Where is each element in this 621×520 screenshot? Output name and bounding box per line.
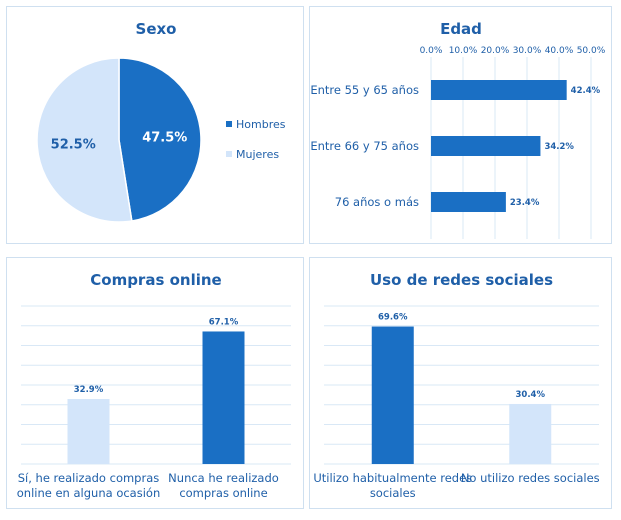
bar xyxy=(67,399,110,464)
bar-value-label: 67.1% xyxy=(209,317,239,327)
x-tick-label: 20.0% xyxy=(481,46,510,56)
x-tick-label: 0.0% xyxy=(420,46,443,56)
chart-title: Edad xyxy=(440,20,482,38)
redes-bar-chart: Uso de redes sociales 69.6% Utilizo habitu… xyxy=(313,271,600,500)
compras-bar-chart: Compras online 32.9% Sí, he realizado comp… xyxy=(17,271,291,500)
category-label: 76 años o más xyxy=(335,195,419,209)
category-label: online en alguna ocasión xyxy=(17,486,161,500)
legend-label-hombres: Hombres xyxy=(236,118,286,131)
bar-value-label: 42.4% xyxy=(571,86,601,96)
chart-title: Sexo xyxy=(136,20,177,38)
chart-title: Uso de redes sociales xyxy=(370,271,553,289)
chart-title: Compras online xyxy=(90,271,221,289)
edad-panel: Edad 0.0% 10.0% 20.0% 30.0% 40.0% 50.0% 42.4% En… xyxy=(309,6,612,244)
redes-panel: Uso de redes sociales 69.6% Utilizo habitu… xyxy=(309,257,612,509)
bar xyxy=(371,326,414,464)
category-label: Entre 55 y 65 años xyxy=(310,83,419,97)
bar-value-label: 69.6% xyxy=(378,313,408,323)
bar-value-label: 34.2% xyxy=(544,142,574,152)
bar-value-label: 32.9% xyxy=(74,385,104,395)
pie-slice-hombres xyxy=(118,57,202,222)
bar xyxy=(431,192,506,212)
pie-value-label: 52.5% xyxy=(51,138,96,153)
bar-value-label: 23.4% xyxy=(510,198,540,208)
category-label: No utilizo redes sociales xyxy=(461,471,600,485)
x-tick-label: 40.0% xyxy=(545,46,574,56)
bar xyxy=(431,80,567,100)
category-label: Utilizo habitualmente redes xyxy=(313,471,472,485)
x-tick-label: 50.0% xyxy=(577,46,606,56)
bar xyxy=(431,136,541,156)
bar xyxy=(509,403,552,464)
category-label: compras online xyxy=(179,486,267,500)
category-label: Entre 66 y 75 años xyxy=(310,139,419,153)
legend-swatch-mujeres xyxy=(226,151,232,157)
pie-value-label: 47.5% xyxy=(142,130,187,145)
x-tick-label: 30.0% xyxy=(513,46,542,56)
sexo-panel: Sexo 47.5% 52.5% Hombres Mujeres xyxy=(6,6,304,244)
bar-value-label: 30.4% xyxy=(516,390,546,400)
legend-label-mujeres: Mujeres xyxy=(236,148,279,161)
compras-panel: Compras online 32.9% Sí, he realizado comp… xyxy=(6,257,304,509)
edad-bar-chart: Edad 0.0% 10.0% 20.0% 30.0% 40.0% 50.0% 42.4% En… xyxy=(310,20,606,239)
legend-swatch-hombres xyxy=(226,121,232,127)
pie-slice-mujeres xyxy=(36,57,133,223)
category-label: Sí, he realizado compras xyxy=(18,471,160,485)
bar xyxy=(202,331,245,464)
category-label: sociales xyxy=(370,486,416,500)
sexo-pie-chart: Sexo 47.5% 52.5% Hombres Mujeres xyxy=(36,20,286,223)
x-tick-label: 10.0% xyxy=(449,46,478,56)
category-label: Nunca he realizado xyxy=(168,471,279,485)
